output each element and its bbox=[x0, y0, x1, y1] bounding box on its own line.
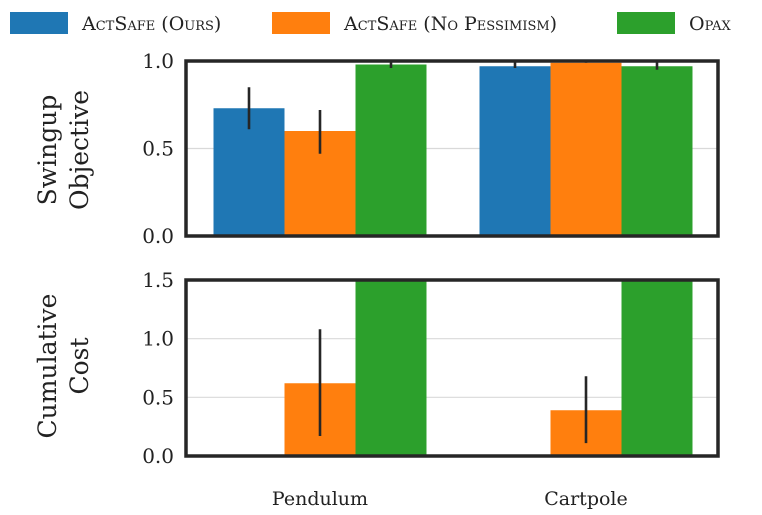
bar-opax-cartpole bbox=[621, 280, 693, 456]
y-axis-label-line-1: Swingup bbox=[33, 95, 62, 206]
y-axis-label-line-1: Cumulative bbox=[33, 294, 62, 439]
legend-label-actsafe-no-pessimism: ActSafe (No Pessimism) bbox=[343, 13, 557, 35]
bars bbox=[284, 280, 693, 456]
y-tick-label-1.0: 1.0 bbox=[142, 327, 174, 351]
y-tick-label-1.0: 1.0 bbox=[142, 49, 174, 73]
legend: ActSafe (Ours) ActSafe (No Pessimism) Opax bbox=[10, 12, 732, 35]
bars bbox=[213, 61, 693, 236]
bar-opax-cartpole bbox=[621, 66, 693, 236]
legend-swatch-actsafe-no-pessimism bbox=[272, 12, 330, 34]
bar-actsafe-ours-pendulum bbox=[213, 108, 285, 236]
bar-actsafe-no-pessimism-cartpole bbox=[550, 62, 622, 236]
legend-swatch-actsafe-ours bbox=[10, 12, 68, 34]
panel-swingup-objective: 0.0 0.5 1.0 Swingup Objective bbox=[33, 49, 720, 248]
y-tick-label-1.5: 1.5 bbox=[142, 268, 174, 292]
legend-swatch-opax bbox=[617, 12, 675, 34]
y-tick-label-0.5: 0.5 bbox=[142, 137, 174, 161]
legend-label-opax: Opax bbox=[689, 13, 732, 35]
y-axis-label-line-2: Objective bbox=[65, 90, 94, 210]
bar-opax-pendulum bbox=[355, 280, 427, 456]
plot-frame bbox=[184, 59, 720, 238]
bar-actsafe-ours-cartpole bbox=[479, 66, 551, 236]
y-tick-label-0.5: 0.5 bbox=[142, 385, 174, 409]
x-category-cartpole: Cartpole bbox=[544, 488, 628, 510]
y-tick-label-0.0: 0.0 bbox=[142, 224, 174, 248]
y-tick-label-0.0: 0.0 bbox=[142, 444, 174, 468]
bar-opax-pendulum bbox=[355, 64, 427, 236]
y-axis-label-line-2: Cost bbox=[65, 337, 94, 394]
x-category-pendulum: Pendulum bbox=[272, 488, 368, 510]
plot-frame bbox=[184, 278, 720, 458]
x-category-labels: Pendulum Cartpole bbox=[272, 488, 628, 510]
legend-label-actsafe-ours: ActSafe (Ours) bbox=[81, 13, 221, 35]
panel-cumulative-cost: 0.0 0.5 1.0 1.5 Cumulative Cost bbox=[33, 268, 720, 468]
